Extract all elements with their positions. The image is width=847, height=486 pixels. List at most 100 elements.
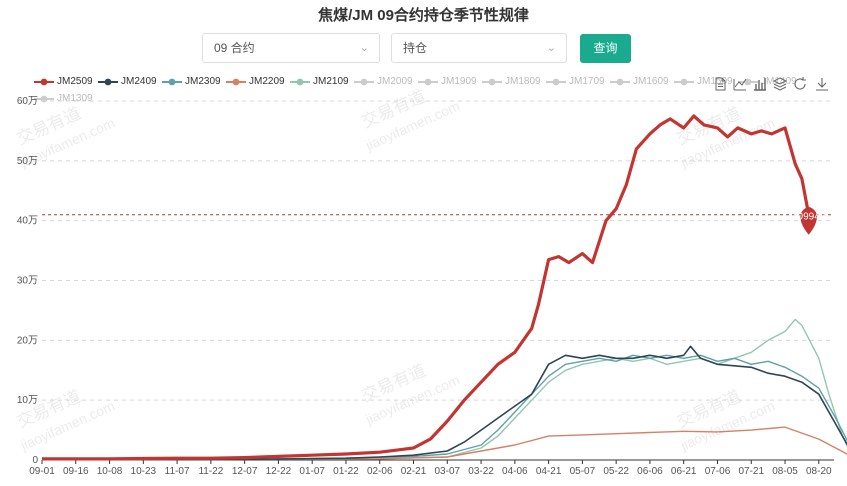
query-button[interactable]: 查询 bbox=[580, 34, 631, 63]
bar-chart-icon[interactable] bbox=[752, 76, 768, 92]
x-tick-label: 12-22 bbox=[266, 466, 292, 477]
legend-swatch-icon bbox=[226, 78, 246, 86]
x-tick-label: 11-22 bbox=[198, 466, 223, 477]
watermark-text: jiaoyifamen.com bbox=[17, 115, 117, 171]
x-tick-label: 08-05 bbox=[772, 466, 798, 477]
stack-icon[interactable] bbox=[772, 76, 788, 92]
series-line-JM2509 bbox=[42, 114, 811, 461]
legend-swatch-dot bbox=[232, 78, 240, 86]
watermark-text: 交易有道 bbox=[674, 104, 744, 149]
y-tick-label: 20万 bbox=[17, 335, 38, 346]
legend-swatch-dot bbox=[296, 78, 304, 86]
contract-select[interactable]: 09 合约 ⌄ bbox=[202, 33, 380, 63]
legend-label: JM2109 bbox=[313, 76, 349, 87]
x-tick-label: 05-22 bbox=[603, 466, 629, 477]
contract-select-value: 09 合约 bbox=[214, 41, 255, 55]
watermark-text: jiaoyifamen.com bbox=[677, 398, 777, 454]
legend-label: JM1309 bbox=[57, 93, 93, 104]
metric-select-value: 持仓 bbox=[403, 41, 428, 55]
x-tick-label: 04-21 bbox=[536, 466, 562, 477]
restore-icon[interactable] bbox=[792, 76, 808, 92]
x-tick-label: 04-06 bbox=[502, 466, 528, 477]
y-tick-label: 50万 bbox=[17, 156, 38, 167]
legend-swatch-dot bbox=[488, 78, 496, 86]
legend-swatch-dot bbox=[424, 78, 432, 86]
watermark-text: jiaoyifamen.com bbox=[362, 372, 462, 428]
chart-legend: JM2509 JM2409 JM2309 JM2209 JM2109 JM2009 JM19… bbox=[34, 74, 797, 104]
legend-swatch-dot bbox=[360, 78, 368, 86]
watermark-text: jiaoyifamen.com bbox=[677, 115, 777, 171]
legend-label: JM1609 bbox=[633, 76, 669, 87]
legend-label: JM1709 bbox=[569, 76, 605, 87]
legend-label: JM2309 bbox=[185, 76, 221, 87]
legend-swatch-dot bbox=[168, 78, 176, 86]
legend-swatch-icon bbox=[290, 78, 310, 86]
legend-swatch-dot bbox=[40, 78, 48, 86]
y-tick-label: 0 bbox=[32, 455, 38, 466]
data-view-icon[interactable] bbox=[712, 76, 728, 92]
x-tick-label: 09-16 bbox=[63, 466, 89, 477]
mark-point-pin bbox=[800, 206, 817, 235]
x-tick-label: 10-08 bbox=[97, 466, 123, 477]
x-tick-label: 07-06 bbox=[705, 466, 731, 477]
legend-swatch-dot bbox=[552, 78, 560, 86]
legend-swatch-dot bbox=[680, 78, 688, 86]
legend-swatch-dot bbox=[616, 78, 624, 86]
series-line-JM2209 bbox=[42, 426, 847, 461]
x-tick-label: 02-21 bbox=[401, 466, 427, 477]
chevron-down-icon: ⌄ bbox=[359, 42, 369, 54]
legend-label: JM1509 bbox=[697, 76, 733, 87]
watermark-text: jiaoyifamen.com bbox=[17, 398, 117, 454]
legend-swatch-icon bbox=[546, 78, 566, 86]
legend-swatch-dot bbox=[40, 95, 48, 103]
x-tick-label: 12-07 bbox=[232, 466, 258, 477]
watermark-text: 交易有道 bbox=[14, 387, 84, 432]
watermark-text: 交易有道 bbox=[14, 104, 84, 149]
legend-label: JM2409 bbox=[121, 76, 157, 87]
x-tick-label: 09-01 bbox=[29, 466, 55, 477]
download-icon[interactable] bbox=[814, 76, 830, 92]
chevron-down-icon: ⌄ bbox=[546, 42, 556, 54]
legend-swatch-icon bbox=[418, 78, 438, 86]
chart-toolbox bbox=[710, 76, 835, 94]
y-tick-label: 10万 bbox=[17, 395, 38, 406]
legend-swatch-icon bbox=[162, 78, 182, 86]
y-tick-label: 40万 bbox=[17, 216, 38, 227]
legend-swatch-icon bbox=[34, 78, 54, 86]
legend-swatch-icon bbox=[34, 95, 54, 103]
legend-swatch-icon bbox=[482, 78, 502, 86]
x-tick-label: 03-07 bbox=[434, 466, 460, 477]
chart-title: 焦煤/JM 09合约持仓季节性规律 bbox=[318, 7, 529, 24]
watermark-text: 交易有道 bbox=[674, 387, 744, 432]
legend-swatch-dot bbox=[104, 78, 112, 86]
legend-swatch-icon bbox=[674, 78, 694, 86]
legend-label: JM1809 bbox=[505, 76, 541, 87]
legend-label: JM2009 bbox=[377, 76, 413, 87]
legend-swatch-icon bbox=[98, 78, 118, 86]
x-tick-label: 11-07 bbox=[165, 466, 190, 477]
legend-label: JM1909 bbox=[441, 76, 477, 87]
legend-label: JM2509 bbox=[57, 76, 93, 87]
metric-select[interactable]: 持仓 ⌄ bbox=[391, 33, 567, 63]
x-tick-label: 06-21 bbox=[671, 466, 697, 477]
series-line-JM2109 bbox=[42, 318, 847, 461]
x-tick-label: 01-22 bbox=[333, 466, 359, 477]
x-tick-label: 05-07 bbox=[570, 466, 596, 477]
watermark-text: jiaoyifamen.com bbox=[362, 98, 462, 154]
y-tick-label: 30万 bbox=[17, 276, 38, 287]
watermark-text: 交易有道 bbox=[359, 361, 429, 406]
series-line-JM2309 bbox=[41, 354, 847, 461]
x-tick-label: 07-21 bbox=[738, 466, 764, 477]
series-line-JM2409 bbox=[41, 345, 847, 461]
line-chart-icon[interactable] bbox=[732, 76, 748, 92]
x-tick-label: 01-07 bbox=[299, 466, 325, 477]
legend-label: JM1409 bbox=[761, 76, 797, 87]
x-tick-label: 10-23 bbox=[131, 466, 157, 477]
mark-point-label: 409942 bbox=[792, 212, 826, 223]
x-tick-label: 03-22 bbox=[468, 466, 494, 477]
legend-swatch-icon bbox=[354, 78, 374, 86]
